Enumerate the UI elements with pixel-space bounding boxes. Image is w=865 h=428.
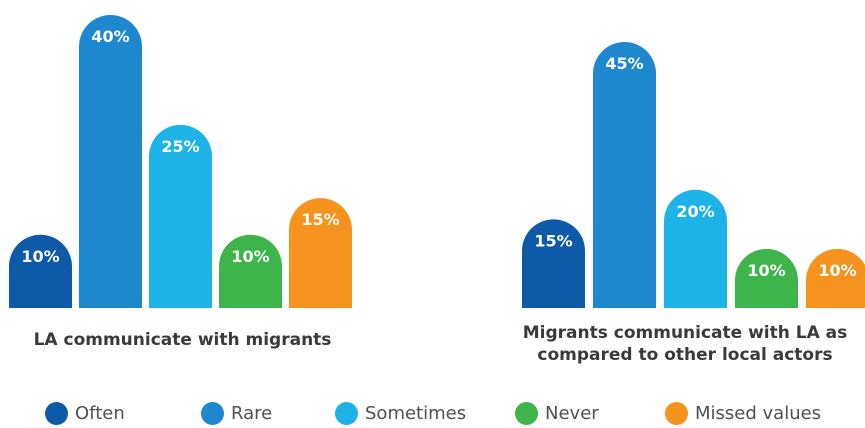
chart-2-label-never: 10%: [747, 261, 785, 280]
chart-2-bar-missed-values: [806, 248, 865, 308]
chart-2-label-often: 15%: [534, 231, 572, 250]
legend-label-rare: Rare: [231, 403, 273, 424]
legend: Often Rare Sometimes Never Missed values: [0, 402, 865, 428]
chart-2-label-missed-values: 10%: [818, 261, 856, 280]
chart-2-bar-often: [522, 219, 585, 308]
chart-1-bar-often: [9, 234, 72, 308]
chart-1-label-often: 10%: [21, 247, 59, 266]
chart-1-bar-sometimes: [149, 124, 212, 309]
chart-1: 10% 40% 25% 10% 15%: [9, 15, 352, 309]
charts-canvas: 10% 40% 25% 10% 15% 15% 45% 20% 10% 10%: [9, 15, 865, 309]
legend-label-sometimes: Sometimes: [365, 403, 467, 424]
chart-1-bar-never: [219, 234, 282, 308]
legend-label-often: Often: [75, 403, 125, 424]
legend-swatch-missed-values: [665, 402, 688, 425]
chart-2-bar-never: [735, 248, 798, 308]
legend-swatch-never: [515, 402, 538, 425]
chart-2-bar-sometimes: [664, 189, 727, 308]
legend-item-never: Never: [515, 402, 599, 425]
chart-1-bar-missed-values: [289, 198, 352, 308]
chart-2: 15% 45% 20% 10% 10%: [522, 42, 865, 309]
legend-item-missed-values: Missed values: [665, 402, 821, 425]
chart-1-bar-rare: [79, 15, 142, 309]
chart-1-label-rare: 40%: [91, 27, 129, 46]
chart-2-label-rare: 45%: [605, 54, 643, 73]
chart-1-title: LA communicate with migrants: [33, 330, 332, 350]
legend-swatch-sometimes: [335, 402, 358, 425]
legend-label-missed-values: Missed values: [695, 403, 822, 424]
legend-item-often: Often: [45, 402, 125, 425]
legend-label-never: Never: [545, 403, 599, 424]
chart-2-bar-rare: [593, 42, 656, 309]
legend-item-rare: Rare: [201, 402, 272, 425]
chart-2-label-sometimes: 20%: [676, 202, 714, 221]
chart-1-label-sometimes: 25%: [161, 137, 199, 156]
legend-swatch-rare: [201, 402, 224, 425]
chart-2-title-line-2: compared to other local actors: [537, 345, 833, 365]
chart-2-title-line-1: Migrants communicate with LA as: [522, 323, 848, 343]
chart-1-label-missed-values: 15%: [301, 210, 339, 229]
chart-2-title: Migrants communicate with LA as compared…: [505, 322, 865, 366]
chart-1-label-never: 10%: [231, 247, 269, 266]
legend-item-sometimes: Sometimes: [335, 402, 466, 425]
legend-swatch-often: [45, 402, 68, 425]
